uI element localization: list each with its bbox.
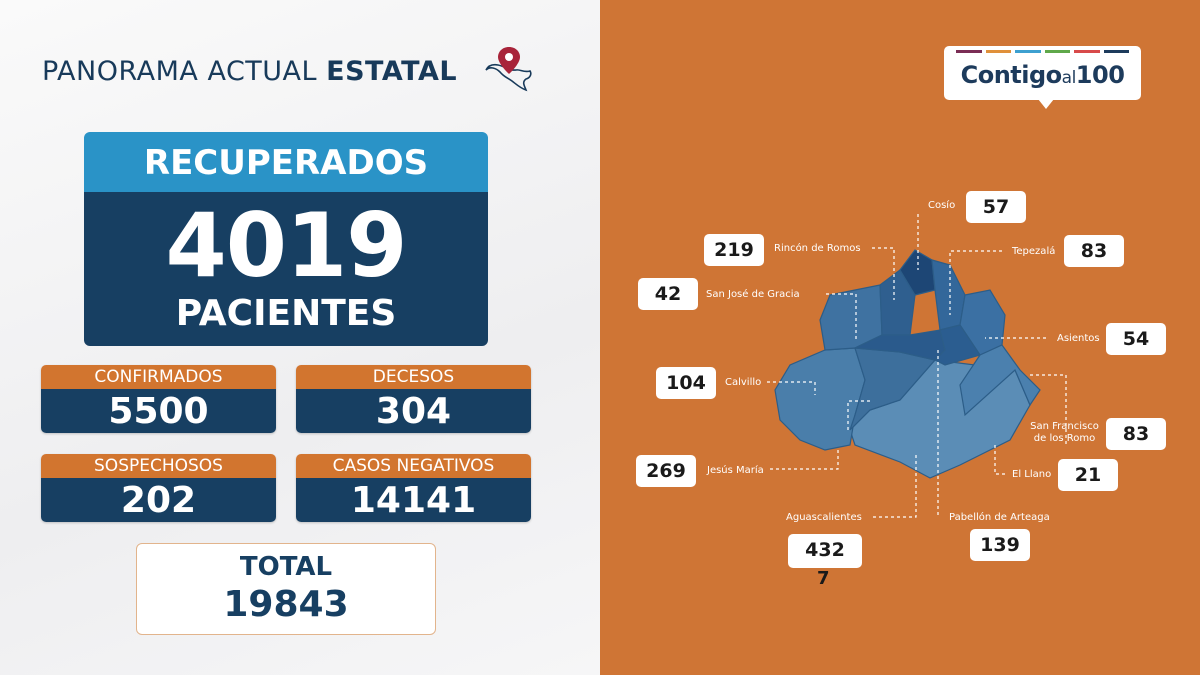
confirmed-card: CONFIRMADOS 5500 <box>41 365 276 433</box>
value-cosio: 57 <box>966 191 1026 223</box>
deaths-count: 304 <box>296 389 531 433</box>
recovered-count: 4019 <box>165 194 408 297</box>
label-pabellon-de-arteaga: Pabellón de Arteaga <box>949 512 1050 523</box>
value-san-jose-de-gracia: 42 <box>638 278 698 310</box>
title-light: PANORAMA ACTUAL <box>42 56 327 87</box>
label-san-francisco-de-los-romo: San Francisco de los Romo <box>1030 421 1099 444</box>
confirmed-label: CONFIRMADOS <box>41 365 276 389</box>
mexico-map-pin-icon <box>485 47 532 92</box>
label-calvillo: Calvillo <box>725 377 762 388</box>
confirmed-count: 5500 <box>41 389 276 433</box>
deaths-card: DECESOS 304 <box>296 365 531 433</box>
municipality-calvillo <box>774 347 866 451</box>
total-label: TOTAL <box>239 552 333 582</box>
aguascalientes-map <box>774 249 1041 479</box>
value-calvillo: 104 <box>656 367 716 399</box>
label-aguascalientes: Aguascalientes <box>786 512 862 523</box>
suspected-count: 202 <box>41 478 276 522</box>
value-san-francisco-de-los-romo: 83 <box>1106 418 1166 450</box>
total-card: TOTAL 19843 <box>136 543 436 635</box>
contigo-al-100-logo: Contigoal100 <box>944 46 1141 109</box>
label-rincon-de-romos: Rincón de Romos <box>774 243 861 254</box>
negative-card: CASOS NEGATIVOS 14141 <box>296 454 531 522</box>
value-el-llano: 21 <box>1058 459 1118 491</box>
value-tepezala: 83 <box>1064 235 1124 267</box>
recovered-unit: PACIENTES <box>175 293 397 334</box>
recovered-label: RECUPERADOS <box>84 132 488 192</box>
logo-text: Contigoal100 <box>960 61 1125 89</box>
value-aguascalientes-extra: 7 <box>817 568 830 589</box>
value-jesus-maria: 269 <box>636 455 696 487</box>
suspected-label: SOSPECHOSOS <box>41 454 276 478</box>
value-rincon-de-romos: 219 <box>704 234 764 266</box>
logo-stripes <box>956 50 1129 53</box>
negative-count: 14141 <box>296 478 531 522</box>
label-cosio: Cosío <box>928 200 956 211</box>
label-san-jose-de-gracia: San José de Gracia <box>706 289 800 300</box>
municipality-tepezala <box>931 259 966 331</box>
label-tepezala: Tepezalá <box>1012 246 1056 257</box>
value-aguascalientes: 432 <box>788 534 862 568</box>
value-pabellon-de-arteaga: 139 <box>970 529 1030 561</box>
label-el-llano: El Llano <box>1012 469 1052 480</box>
recovered-panel: 4019 PACIENTES <box>84 192 488 346</box>
total-count: 19843 <box>223 584 349 625</box>
page-title: PANORAMA ACTUAL ESTATAL <box>42 56 457 87</box>
negative-label: CASOS NEGATIVOS <box>296 454 531 478</box>
value-asientos: 54 <box>1106 323 1166 355</box>
label-asientos: Asientos <box>1057 333 1100 344</box>
title-bold: ESTATAL <box>326 56 458 87</box>
suspected-card: SOSPECHOSOS 202 <box>41 454 276 522</box>
label-jesus-maria: Jesús María <box>707 465 764 476</box>
municipality-san-francisco <box>933 324 981 366</box>
summary-panel: PANORAMA ACTUAL ESTATAL RECUPERADOS 4019… <box>0 0 600 675</box>
deaths-label: DECESOS <box>296 365 531 389</box>
